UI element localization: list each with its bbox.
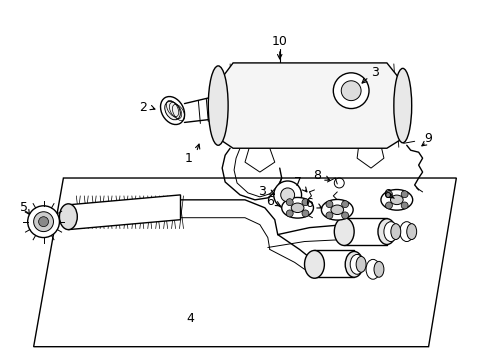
Ellipse shape [406,224,416,239]
Ellipse shape [291,203,304,212]
Ellipse shape [330,205,343,215]
Ellipse shape [334,218,353,246]
Polygon shape [34,178,455,347]
Ellipse shape [366,260,379,279]
Ellipse shape [377,219,395,244]
Circle shape [39,217,48,227]
Ellipse shape [380,189,412,210]
Ellipse shape [399,222,413,242]
Circle shape [341,81,360,100]
Circle shape [400,191,407,198]
Ellipse shape [389,195,402,204]
Circle shape [34,212,53,231]
Circle shape [302,199,308,206]
Circle shape [28,206,60,238]
Ellipse shape [355,256,366,272]
Ellipse shape [304,251,324,278]
Ellipse shape [164,101,180,120]
Polygon shape [68,195,180,230]
Text: 8: 8 [313,168,321,181]
Ellipse shape [281,198,313,218]
Text: 2: 2 [139,101,146,114]
Circle shape [385,191,392,198]
Text: 3: 3 [257,185,265,198]
Ellipse shape [208,66,228,145]
Text: 9: 9 [424,132,431,145]
Circle shape [302,210,308,217]
Ellipse shape [373,261,383,277]
Circle shape [273,181,301,209]
Circle shape [325,201,332,208]
Ellipse shape [345,251,362,277]
Circle shape [341,201,348,208]
Circle shape [325,212,332,219]
Ellipse shape [349,255,364,274]
Text: 3: 3 [370,66,378,79]
Ellipse shape [393,68,411,143]
Text: 10: 10 [271,35,287,48]
Ellipse shape [383,222,397,242]
Circle shape [280,188,294,202]
Circle shape [333,73,368,109]
Circle shape [385,202,392,209]
Text: 6: 6 [305,197,313,210]
Ellipse shape [321,199,352,220]
Circle shape [341,212,348,219]
Circle shape [400,202,407,209]
Text: 5: 5 [20,201,28,214]
Text: 1: 1 [184,152,192,165]
Text: 6: 6 [382,188,390,201]
Circle shape [285,199,293,206]
Text: 4: 4 [186,312,194,325]
Ellipse shape [60,204,77,230]
Text: 6: 6 [265,195,273,208]
Ellipse shape [390,224,400,239]
Text: 7: 7 [293,176,301,189]
Polygon shape [218,63,402,148]
Circle shape [285,210,293,217]
Ellipse shape [160,96,184,125]
